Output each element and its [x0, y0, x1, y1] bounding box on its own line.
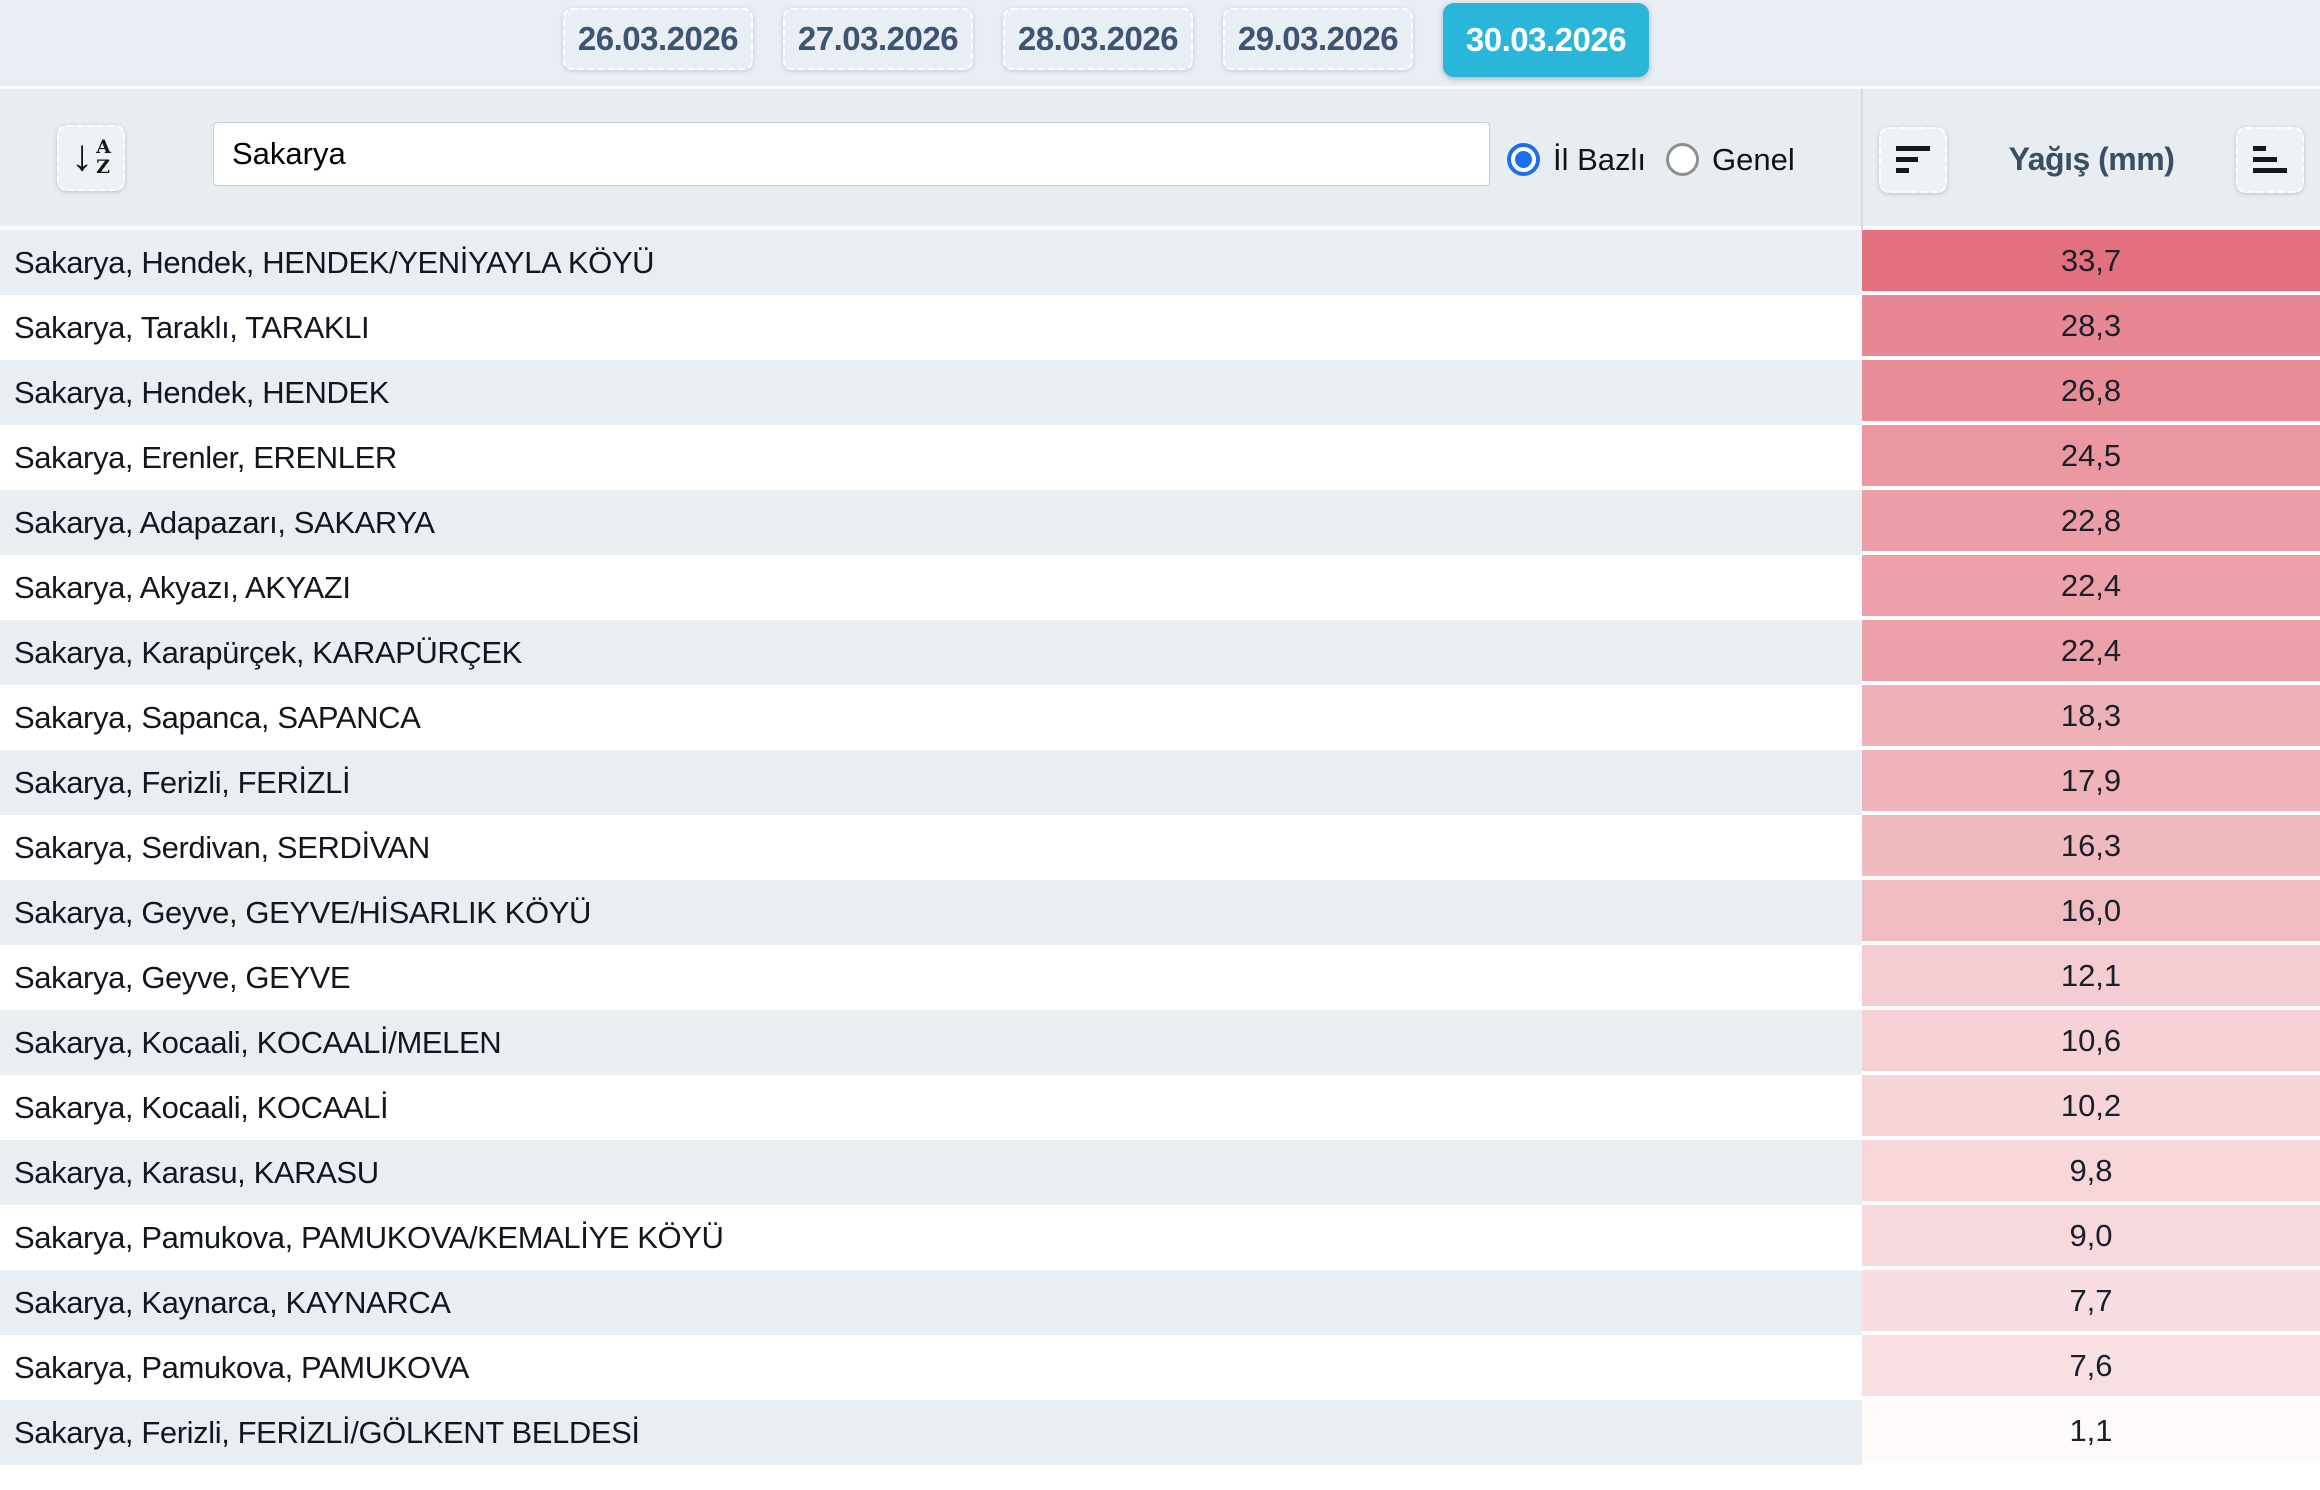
table-row[interactable]: Sakarya, Ferizli, FERİZLİ 17,9 — [0, 750, 2320, 815]
precipitation-value: 24,5 — [1862, 425, 2320, 490]
letter-z: Z — [96, 156, 110, 178]
precipitation-value: 9,8 — [1862, 1140, 2320, 1205]
table-row[interactable]: Sakarya, Kocaali, KOCAALİ/MELEN 10,6 — [0, 1010, 2320, 1075]
precipitation-value: 26,8 — [1862, 360, 2320, 425]
precipitation-value: 10,2 — [1862, 1075, 2320, 1140]
station-name: Sakarya, Adapazarı, SAKARYA — [0, 490, 1862, 555]
date-tab[interactable]: 27.03.2026 — [783, 8, 973, 70]
station-name: Sakarya, Serdivan, SERDİVAN — [0, 815, 1862, 880]
sort-ascending-button[interactable] — [2236, 126, 2304, 193]
date-tab[interactable]: 29.03.2026 — [1223, 8, 1413, 70]
table-row[interactable]: Sakarya, Taraklı, TARAKLI 28,3 — [0, 295, 2320, 360]
table-row[interactable]: Sakarya, Kocaali, KOCAALİ 10,2 — [0, 1075, 2320, 1140]
sort-alphabetical-icon: ↓ A Z — [71, 134, 111, 178]
date-tab-active[interactable]: 30.03.2026 — [1443, 3, 1649, 77]
station-name: Sakarya, Kaynarca, KAYNARCA — [0, 1270, 1862, 1335]
table-row[interactable]: Sakarya, Hendek, HENDEK/YENİYAYLA KÖYÜ 33… — [0, 230, 2320, 295]
precipitation-value: 17,9 — [1862, 750, 2320, 815]
table-row[interactable]: Sakarya, Karapürçek, KARAPÜRÇEK 22,4 — [0, 620, 2320, 685]
station-table: Sakarya, Hendek, HENDEK/YENİYAYLA KÖYÜ 33… — [0, 230, 2320, 1465]
table-row[interactable]: Sakarya, Sapanca, SAPANCA 18,3 — [0, 685, 2320, 750]
station-name: Sakarya, Akyazı, AKYAZI — [0, 555, 1862, 620]
radio-il-bazli[interactable]: İl Bazlı — [1507, 142, 1646, 178]
radio-il-bazli-label: İl Bazlı — [1553, 141, 1647, 177]
station-name: Sakarya, Pamukova, PAMUKOVA — [0, 1335, 1862, 1400]
precipitation-value: 9,0 — [1862, 1205, 2320, 1270]
sort-descending-icon — [1896, 146, 1930, 173]
radio-unselected-icon — [1666, 143, 1700, 176]
precipitation-value: 7,6 — [1862, 1335, 2320, 1400]
precipitation-value: 12,1 — [1862, 945, 2320, 1010]
search-input[interactable] — [213, 122, 1490, 186]
station-name: Sakarya, Sapanca, SAPANCA — [0, 685, 1862, 750]
table-row[interactable]: Sakarya, Serdivan, SERDİVAN 16,3 — [0, 815, 2320, 880]
precipitation-value: 22,4 — [1862, 620, 2320, 685]
table-row[interactable]: Sakarya, Pamukova, PAMUKOVA 7,6 — [0, 1335, 2320, 1400]
az-letters: A Z — [96, 136, 111, 178]
table-row[interactable]: Sakarya, Hendek, HENDEK 26,8 — [0, 360, 2320, 425]
precipitation-value: 22,4 — [1862, 555, 2320, 620]
station-name: Sakarya, Geyve, GEYVE/HİSARLIK KÖYÜ — [0, 880, 1862, 945]
station-name: Sakarya, Hendek, HENDEK — [0, 360, 1862, 425]
precipitation-value: 1,1 — [1862, 1400, 2320, 1465]
down-arrow-icon: ↓ — [71, 131, 94, 180]
table-row[interactable]: Sakarya, Pamukova, PAMUKOVA/KEMALİYE KÖY… — [0, 1205, 2320, 1270]
date-tab[interactable]: 28.03.2026 — [1003, 8, 1193, 70]
date-tab-bar: 26.03.2026 27.03.2026 28.03.2026 29.03.2026… — [0, 0, 2320, 89]
precipitation-value: 7,7 — [1862, 1270, 2320, 1335]
station-name: Sakarya, Erenler, ERENLER — [0, 425, 1862, 490]
radio-selected-icon — [1507, 143, 1540, 176]
toolbar-divider — [1861, 89, 1863, 230]
sort-descending-button[interactable] — [1879, 126, 1947, 193]
station-name: Sakarya, Karasu, KARASU — [0, 1140, 1862, 1205]
station-name: Sakarya, Taraklı, TARAKLI — [0, 295, 1862, 360]
table-row[interactable]: Sakarya, Kaynarca, KAYNARCA 7,7 — [0, 1270, 2320, 1335]
table-row[interactable]: Sakarya, Adapazarı, SAKARYA 22,8 — [0, 490, 2320, 555]
station-name: Sakarya, Hendek, HENDEK/YENİYAYLA KÖYÜ — [0, 230, 1862, 295]
sort-alphabetical-button[interactable]: ↓ A Z — [57, 125, 125, 191]
radio-genel[interactable]: Genel — [1666, 142, 1795, 178]
station-name: Sakarya, Ferizli, FERİZLİ — [0, 750, 1862, 815]
station-name: Sakarya, Kocaali, KOCAALİ/MELEN — [0, 1010, 1862, 1075]
date-tab[interactable]: 26.03.2026 — [563, 8, 753, 70]
precipitation-value: 16,0 — [1862, 880, 2320, 945]
value-column-header: Yağış (mm) — [1863, 89, 2320, 230]
precipitation-value: 28,3 — [1862, 295, 2320, 360]
precipitation-value: 10,6 — [1862, 1010, 2320, 1075]
sort-ascending-icon — [2253, 146, 2287, 173]
table-row[interactable]: Sakarya, Karasu, KARASU 9,8 — [0, 1140, 2320, 1205]
letter-a: A — [96, 136, 111, 159]
station-name: Sakarya, Geyve, GEYVE — [0, 945, 1862, 1010]
table-row[interactable]: Sakarya, Akyazı, AKYAZI 22,4 — [0, 555, 2320, 620]
station-name: Sakarya, Ferizli, FERİZLİ/GÖLKENT BELDES… — [0, 1400, 1862, 1465]
table-row[interactable]: Sakarya, Geyve, GEYVE/HİSARLIK KÖYÜ 16,0 — [0, 880, 2320, 945]
table-row[interactable]: Sakarya, Geyve, GEYVE 12,1 — [0, 945, 2320, 1010]
table-row[interactable]: Sakarya, Ferizli, FERİZLİ/GÖLKENT BELDES… — [0, 1400, 2320, 1465]
station-name: Sakarya, Pamukova, PAMUKOVA/KEMALİYE KÖY… — [0, 1205, 1862, 1270]
toolbar: ↓ A Z İl Bazlı Genel Yağış (mm) — [0, 89, 2320, 230]
precipitation-value: 18,3 — [1862, 685, 2320, 750]
station-name: Sakarya, Karapürçek, KARAPÜRÇEK — [0, 620, 1862, 685]
column-title: Yağış (mm) — [2008, 141, 2175, 177]
precipitation-value: 33,7 — [1862, 230, 2320, 295]
precipitation-value: 16,3 — [1862, 815, 2320, 880]
radio-genel-label: Genel — [1712, 141, 1795, 177]
scope-radio-group: İl Bazlı Genel — [1507, 89, 1795, 230]
precipitation-value: 22,8 — [1862, 490, 2320, 555]
table-row[interactable]: Sakarya, Erenler, ERENLER 24,5 — [0, 425, 2320, 490]
station-name: Sakarya, Kocaali, KOCAALİ — [0, 1075, 1862, 1140]
